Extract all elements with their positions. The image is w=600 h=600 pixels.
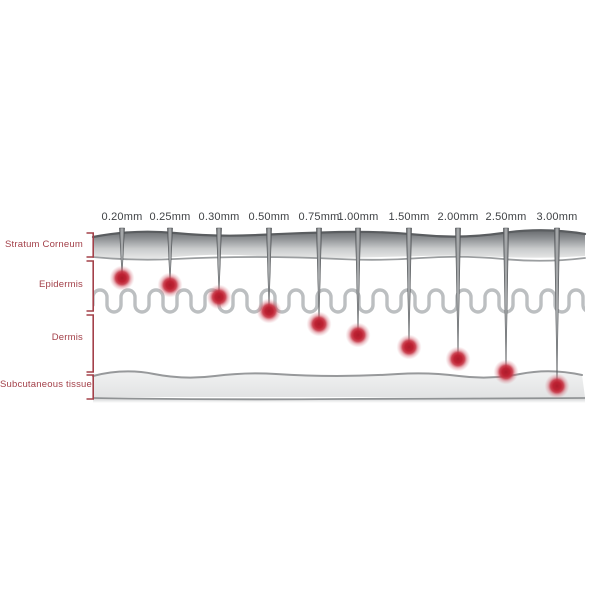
layer-label-0: Stratum Corneum <box>5 239 83 250</box>
subcutaneous-bottom-shadow <box>93 399 585 403</box>
needle-0.25mm <box>167 227 173 286</box>
layer-bracket-2 <box>86 314 94 373</box>
layer-label-1: Epidermis <box>38 279 83 290</box>
layer-bracket-1 <box>86 260 94 312</box>
needle-0.20mm <box>119 227 125 279</box>
stratum-corneum-top-line <box>91 229 587 239</box>
needles <box>119 227 560 387</box>
subcutaneous-band <box>93 371 585 397</box>
penetration-dot-2.50mm <box>493 359 519 385</box>
needle-0.75mm <box>316 227 322 325</box>
layer-brackets <box>86 232 94 400</box>
penetration-dot-0.50mm <box>256 298 282 324</box>
penetration-dot-0.20mm <box>109 265 135 291</box>
needle-0.50mm <box>266 227 272 312</box>
penetration-dot-2.00mm <box>445 346 471 372</box>
needle-length-label-7: 2.00mm <box>437 211 479 223</box>
penetration-dot-0.30mm <box>206 284 232 310</box>
layer-label-3: Subcutaneous tissue <box>0 379 92 390</box>
penetration-dot-0.75mm <box>306 311 332 337</box>
needle-0.30mm <box>216 227 222 298</box>
penetration-dot-3.00mm <box>544 373 570 399</box>
layer-bracket-3 <box>86 374 94 400</box>
needle-length-label-0: 0.20mm <box>101 211 143 223</box>
needle-length-label-1: 0.25mm <box>149 211 191 223</box>
needle-length-label-6: 1.50mm <box>388 211 430 223</box>
needle-2.00mm <box>455 227 461 360</box>
layer-label-2: Dermis <box>51 332 83 343</box>
penetration-dot-0.25mm <box>157 272 183 298</box>
depth-dots <box>109 265 570 399</box>
needle-length-label-2: 0.30mm <box>198 211 240 223</box>
needle-length-label-5: 1.00mm <box>337 211 379 223</box>
needle-1.50mm <box>406 227 412 348</box>
stratum-corneum-band <box>93 230 585 259</box>
needle-1.00mm <box>355 227 361 336</box>
layer-bracket-0 <box>86 232 94 258</box>
needle-length-label-3: 0.50mm <box>248 211 290 223</box>
stratum-corneum-bottom-line <box>92 255 586 262</box>
needle-length-label-8: 2.50mm <box>485 211 527 223</box>
penetration-dot-1.00mm <box>345 322 371 348</box>
needle-length-label-9: 3.00mm <box>536 211 578 223</box>
needle-3.00mm <box>554 227 560 387</box>
penetration-dot-1.50mm <box>396 334 422 360</box>
needle-length-label-4: 0.75mm <box>298 211 340 223</box>
needle-2.50mm <box>503 227 509 373</box>
